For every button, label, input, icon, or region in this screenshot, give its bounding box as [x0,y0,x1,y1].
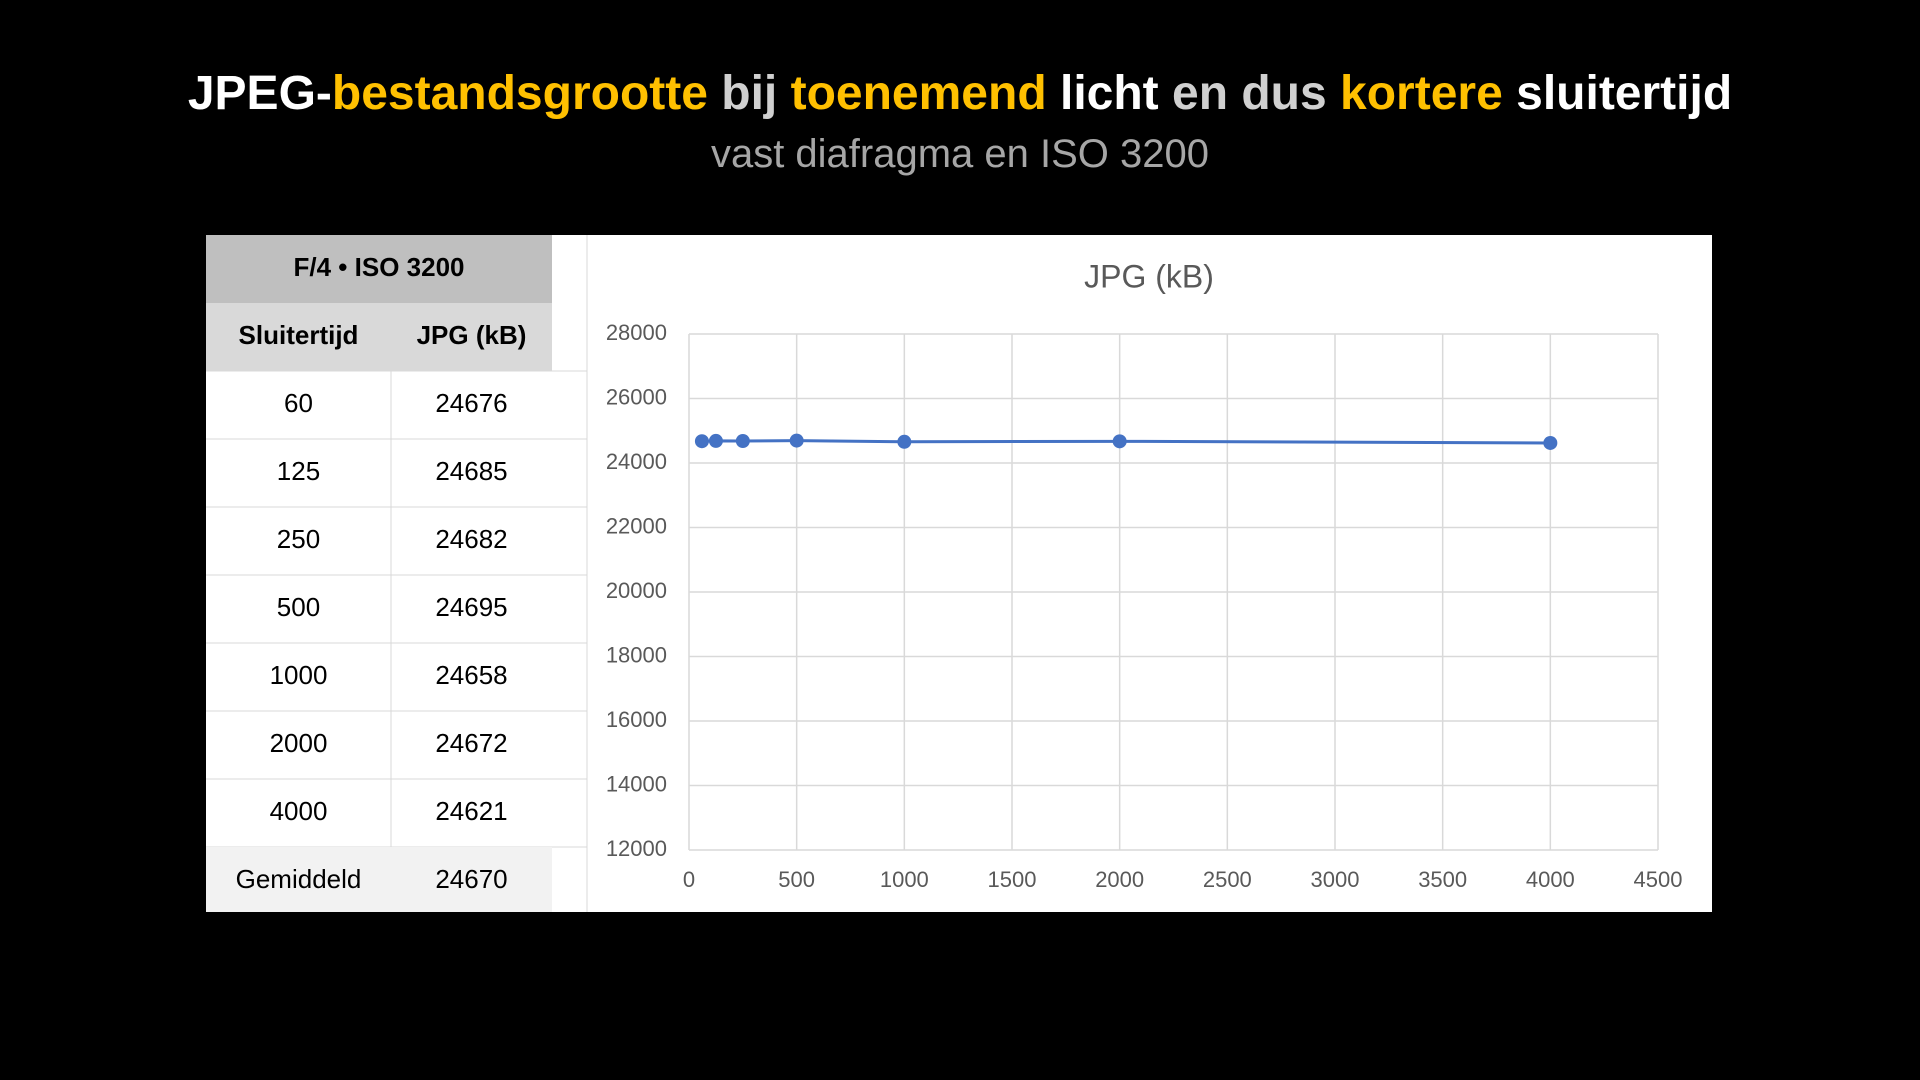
y-tick-label: 18000 [606,642,667,667]
y-tick-label: 12000 [606,836,667,861]
data-point [735,434,750,449]
data-point [1543,435,1558,450]
y-tick-label: 28000 [606,320,667,345]
y-tick-label: 16000 [606,707,667,732]
table-cell: 1000 [270,660,328,690]
table-cell: 24676 [435,388,507,418]
x-tick-label: 4500 [1634,867,1683,892]
data-point [789,433,804,448]
title-part: JPEG- [187,67,332,120]
table-cell: 24672 [435,728,507,758]
x-tick-label: 3500 [1418,867,1467,892]
x-tick-label: 0 [683,867,695,892]
x-tick-label: 2000 [1095,867,1144,892]
title-part: licht [1059,67,1159,120]
title-part: bestandsgrootte [331,67,708,120]
x-tick-label: 500 [778,867,815,892]
table-cell: 24685 [435,456,507,486]
title-part: bij [721,67,778,120]
y-tick-label: 24000 [606,449,667,474]
y-tick-label: 14000 [606,771,667,796]
title-part: sluitertijd [1516,67,1733,120]
table-footer: 24670 [435,864,507,894]
x-tick-label: 1000 [880,867,929,892]
y-tick-label: 20000 [606,578,667,603]
table-cell: 60 [284,388,313,418]
x-tick-label: 1500 [988,867,1037,892]
x-tick-label: 2500 [1203,867,1252,892]
table-cell: 250 [277,524,320,554]
column-header: JPG (kB) [417,320,527,350]
table-cell: 500 [277,592,320,622]
y-tick-label: 22000 [606,513,667,538]
table-columns-bg [206,303,552,371]
title-part: toenemend [790,67,1047,120]
footer-bg [206,847,552,912]
column-header: Sluitertijd [239,320,359,350]
table-header-bg [206,235,552,303]
subtitle: vast diafragma en ISO 3200 [710,132,1210,176]
data-point [708,433,723,448]
title-part: en dus [1172,67,1327,120]
x-tick-label: 4000 [1526,867,1575,892]
table-cell: 2000 [270,728,328,758]
table-footer: Gemiddeld [236,864,362,894]
table-header: F/4 • ISO 3200 [294,252,465,282]
table-cell: 24695 [435,592,507,622]
table-cell: 24658 [435,660,507,690]
table-cell: 125 [277,456,320,486]
table-cell: 24682 [435,524,507,554]
chart-title: JPG (kB) [1084,258,1214,294]
data-point [694,434,709,449]
data-point [1112,434,1127,449]
table-cell: 4000 [270,796,328,826]
title: JPEG-bestandsgrootte bij toenemend licht… [0,66,1920,121]
y-tick-label: 26000 [606,384,667,409]
table-cell: 24621 [435,796,507,826]
title-part: kortere [1340,67,1503,120]
x-tick-label: 3000 [1311,867,1360,892]
data-point [897,434,912,449]
